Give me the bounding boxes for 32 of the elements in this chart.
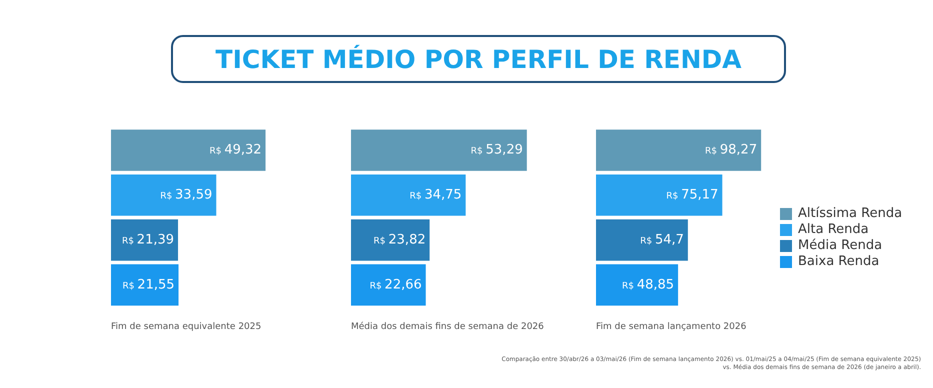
data-label: R$ 48,85 — [622, 277, 674, 292]
bar — [351, 174, 466, 216]
data-label: R$ 98,27 — [705, 142, 758, 158]
bar — [351, 264, 426, 306]
legend-label: Baixa Renda — [798, 254, 880, 270]
bar — [111, 264, 179, 306]
bar — [351, 219, 430, 261]
legend-label: Alta Renda — [798, 222, 869, 238]
bar — [596, 130, 762, 171]
x-axis-title: Fim de semana lançamento 2026 — [596, 322, 747, 332]
data-label: R$ 23,82 — [374, 232, 426, 248]
data-label: R$ 75,17 — [666, 188, 718, 203]
data-label: R$ 54,7 — [640, 232, 684, 248]
text: TICKET MÉDIO POR PERFIL DE RENDA — [171, 35, 786, 83]
bar — [596, 219, 688, 261]
legend-label: Altíssima Renda — [798, 206, 902, 222]
bar — [596, 174, 722, 216]
x-axis-title: Média dos demais fins de semana de 2026 — [351, 320, 544, 332]
data-label: R$ 49,32 — [209, 142, 262, 158]
bar — [111, 174, 216, 216]
data-label: R$ 22,66 — [370, 277, 422, 292]
data-label: R$ 34,75 — [410, 188, 462, 203]
data-label: R$ 33,59 — [160, 188, 212, 203]
bar — [351, 130, 527, 171]
data-label: R$ 21,55 — [122, 277, 175, 292]
bar — [596, 264, 678, 306]
legend-label: Média Renda — [798, 238, 882, 254]
data-label: R$ 21,39 — [122, 232, 174, 248]
bar — [111, 219, 178, 261]
data-label: R$ 53,29 — [470, 142, 523, 158]
bar — [111, 130, 266, 171]
x-axis-title: Fim de semana equivalente 2025 — [111, 322, 262, 332]
